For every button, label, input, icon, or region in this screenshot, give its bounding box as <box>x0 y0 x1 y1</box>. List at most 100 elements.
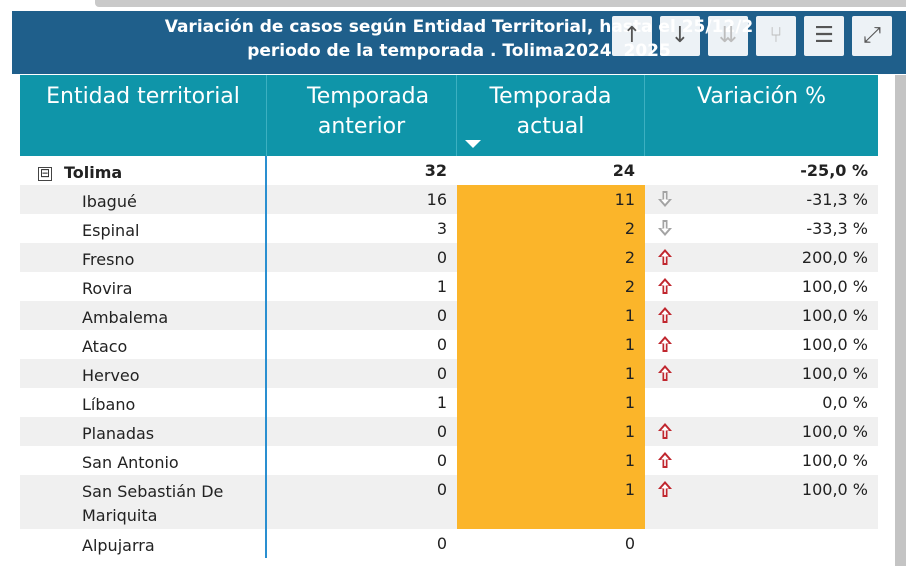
row-name-text: Planadas <box>82 424 155 443</box>
table-row: San Antonio 0 1 100,0 % <box>20 446 878 475</box>
row-var: 100,0 % <box>645 417 878 446</box>
row-name-text: Rovira <box>82 279 133 298</box>
header-variacion[interactable]: Variación % <box>697 84 826 109</box>
visual-toolbar: ↑ ↓ ⇊ ⑂ ☰ ⤢ <box>612 16 900 60</box>
row-var: 100,0 % <box>645 272 878 301</box>
row-var-text: 100,0 % <box>801 422 868 441</box>
arrow-down-icon[interactable]: ↓ <box>660 16 700 56</box>
row-prev: 1 <box>436 393 447 412</box>
row-prev: 3 <box>436 219 447 238</box>
row-name-text: Líbano <box>82 395 136 414</box>
row-prev: 0 <box>436 335 447 354</box>
total-name: Tolima <box>64 163 123 182</box>
row-var: 100,0 % <box>645 475 878 529</box>
row-prev: 16 <box>426 190 447 209</box>
row-curr: 2 <box>457 272 645 301</box>
table-row-total: ⊟ Tolima 32 24 -25,0 % <box>20 156 878 185</box>
arrow-up-red-icon <box>655 276 675 296</box>
row-var-text: 100,0 % <box>801 480 868 499</box>
row-name: Ataco <box>20 330 267 359</box>
row-name: Líbano <box>20 388 267 417</box>
row-name: Planadas <box>20 417 267 446</box>
row-name: Rovira <box>20 272 267 301</box>
sort-descending-icon <box>465 140 481 148</box>
table-row: Rovira 1 2 100,0 % <box>20 272 878 301</box>
row-var-text: 200,0 % <box>801 248 868 267</box>
arrow-down-gray-icon <box>655 218 675 238</box>
hierarchy-icon[interactable]: ⑂ <box>756 16 796 56</box>
table-row: Planadas 0 1 100,0 % <box>20 417 878 446</box>
row-var: 100,0 % <box>645 330 878 359</box>
row-name-text: Ataco <box>82 337 128 356</box>
row-name: Ibagué <box>20 185 267 214</box>
row-name-text: San Antonio <box>82 453 179 472</box>
arrow-up-red-icon <box>655 247 675 267</box>
row-var: -31,3 % <box>645 185 878 214</box>
arrow-up-red-icon <box>655 421 675 441</box>
row-var-text: 100,0 % <box>801 277 868 296</box>
header-entidad[interactable]: Entidad territorial <box>20 75 267 156</box>
header-temporada-anterior[interactable]: Temporada anterior <box>267 75 457 156</box>
table-row: Fresno 0 2 200,0 % <box>20 243 878 272</box>
row-name-text: Ambalema <box>82 308 169 327</box>
row-name-text: Fresno <box>82 250 135 269</box>
row-prev: 0 <box>436 534 447 553</box>
row-prev: 0 <box>436 422 447 441</box>
row-name-text: Espinal <box>82 221 140 240</box>
title-line-2-main: periodo de la temporada . Tolima2024 <box>247 41 612 61</box>
top-strip <box>95 0 906 7</box>
row-var-text: 100,0 % <box>801 451 868 470</box>
row-curr: 1 <box>457 417 645 446</box>
arrow-up-red-icon <box>655 363 675 383</box>
table-row: Herveo 0 1 100,0 % <box>20 359 878 388</box>
total-curr: 24 <box>612 161 635 180</box>
row-var-text: -33,3 % <box>806 219 868 238</box>
row-var-text: 0,0 % <box>822 393 868 412</box>
collapse-icon[interactable]: ⊟ <box>38 166 52 181</box>
focus-mode-icon[interactable]: ⤢ <box>852 16 892 56</box>
row-name-text: Herveo <box>82 366 140 385</box>
arrow-down-gray-icon <box>655 189 675 209</box>
row-name: Ambalema <box>20 301 267 330</box>
matrix-table: Entidad territorial Temporada anterior T… <box>20 75 878 558</box>
row-prev: 0 <box>436 306 447 325</box>
scrollbar[interactable] <box>895 75 906 566</box>
row-curr: 1 <box>457 388 645 417</box>
row-var-text: 100,0 % <box>801 306 868 325</box>
arrow-up-red-icon <box>655 334 675 354</box>
row-name: San Antonio <box>20 446 267 475</box>
row-curr: 0 <box>624 534 635 553</box>
row-curr: 1 <box>457 475 645 529</box>
row-curr: 1 <box>457 359 645 388</box>
filter-icon[interactable]: ☰ <box>804 16 844 56</box>
row-var-text: 100,0 % <box>801 335 868 354</box>
header-temporada-actual[interactable]: Temporada actual <box>457 75 645 156</box>
row-var: 100,0 % <box>645 446 878 475</box>
row-curr: 2 <box>457 214 645 243</box>
double-arrow-down-icon[interactable]: ⇊ <box>708 16 748 56</box>
row-prev: 0 <box>436 451 447 470</box>
row-prev: 0 <box>436 364 447 383</box>
row-var: 200,0 % <box>645 243 878 272</box>
row-prev: 0 <box>436 248 447 267</box>
arrow-up-icon[interactable]: ↑ <box>612 16 652 56</box>
table-header: Entidad territorial Temporada anterior T… <box>20 75 878 156</box>
row-name: Espinal <box>20 214 267 243</box>
table-row: Espinal 3 2 -33,3 % <box>20 214 878 243</box>
row-var <box>645 529 878 558</box>
total-var: -25,0 % <box>800 161 868 180</box>
row-name: San Sebastián De Mariquita <box>20 475 267 529</box>
row-name-text: San Sebastián De <box>82 482 224 501</box>
table-row: Alpujarra 0 0 <box>20 529 878 558</box>
row-var: 100,0 % <box>645 301 878 330</box>
row-prev: 0 <box>436 480 447 499</box>
row-name-text-2: Mariquita <box>82 506 158 525</box>
total-prev: 32 <box>424 161 447 180</box>
table-row: Ambalema 0 1 100,0 % <box>20 301 878 330</box>
row-curr: 2 <box>457 243 645 272</box>
row-var: -33,3 % <box>645 214 878 243</box>
table-row: Líbano 1 1 0,0 % <box>20 388 878 417</box>
row-curr: 1 <box>457 446 645 475</box>
row-name-text: Ibagué <box>82 192 137 211</box>
title-line-1: Variación de casos según Entidad Territo… <box>164 17 754 37</box>
